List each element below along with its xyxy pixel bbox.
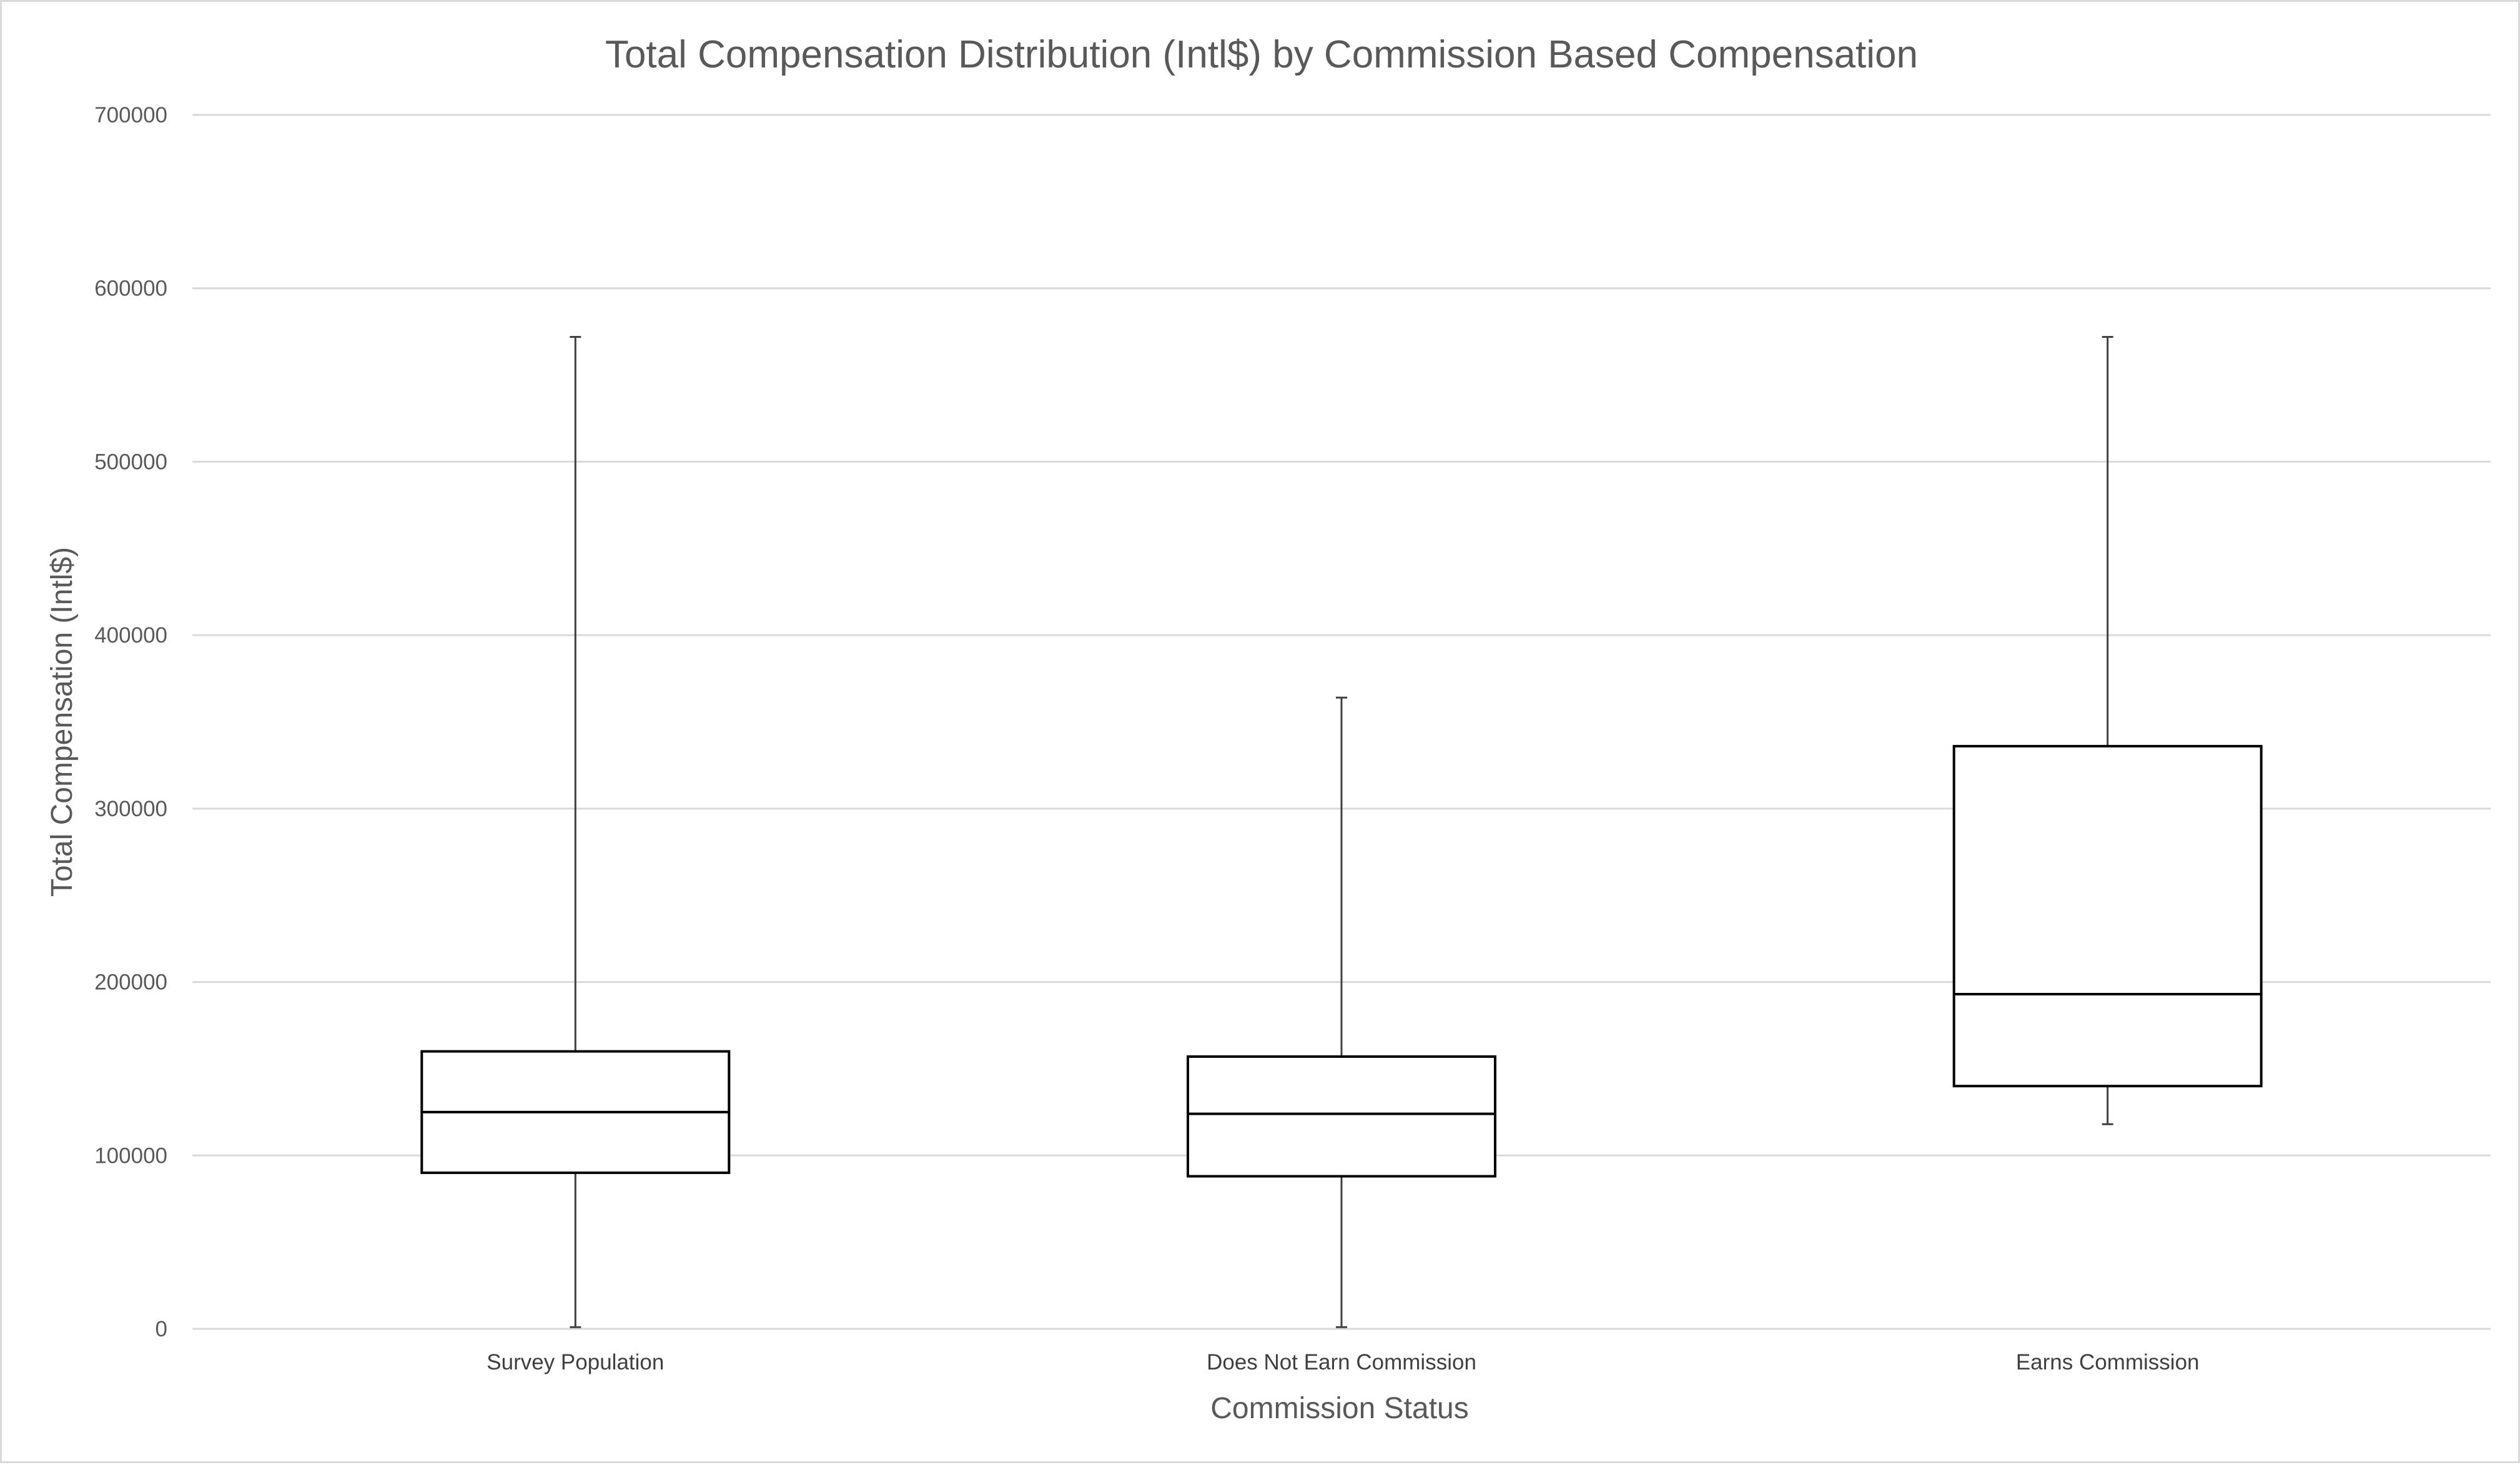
y-tick-label: 700000 [94,103,167,127]
y-tick-label: 300000 [94,797,167,821]
y-axis-ticks: 0 100000 200000 300000 400000 500000 600000 700… [94,103,167,1341]
x-category-label: Does Not Earn Commission [1207,1350,1476,1374]
boxes [420,335,2263,1328]
y-tick-label: 500000 [94,450,167,474]
iqr-box [1952,744,2263,1088]
x-axis-title: Commission Status [1210,1392,1468,1425]
iqr-box [1187,1055,1496,1178]
y-tick-label: 200000 [94,970,167,995]
y-tick-label: 100000 [94,1143,167,1168]
x-axis-categories: Survey Population Does Not Earn Commissio… [487,1350,2199,1374]
y-tick-label: 400000 [94,623,167,648]
x-category-label: Survey Population [487,1350,664,1374]
y-tick-label: 0 [156,1317,167,1341]
y-axis-title: Total Compensation (Intl$) [46,547,79,897]
box-2 [1187,696,1496,1328]
box-3 [1952,335,2263,1125]
box-1 [420,335,731,1328]
chart-title: Total Compensation Distribution (Intl$) … [605,33,1918,76]
x-category-label: Earns Commission [2016,1350,2200,1374]
y-tick-label: 600000 [94,277,167,301]
